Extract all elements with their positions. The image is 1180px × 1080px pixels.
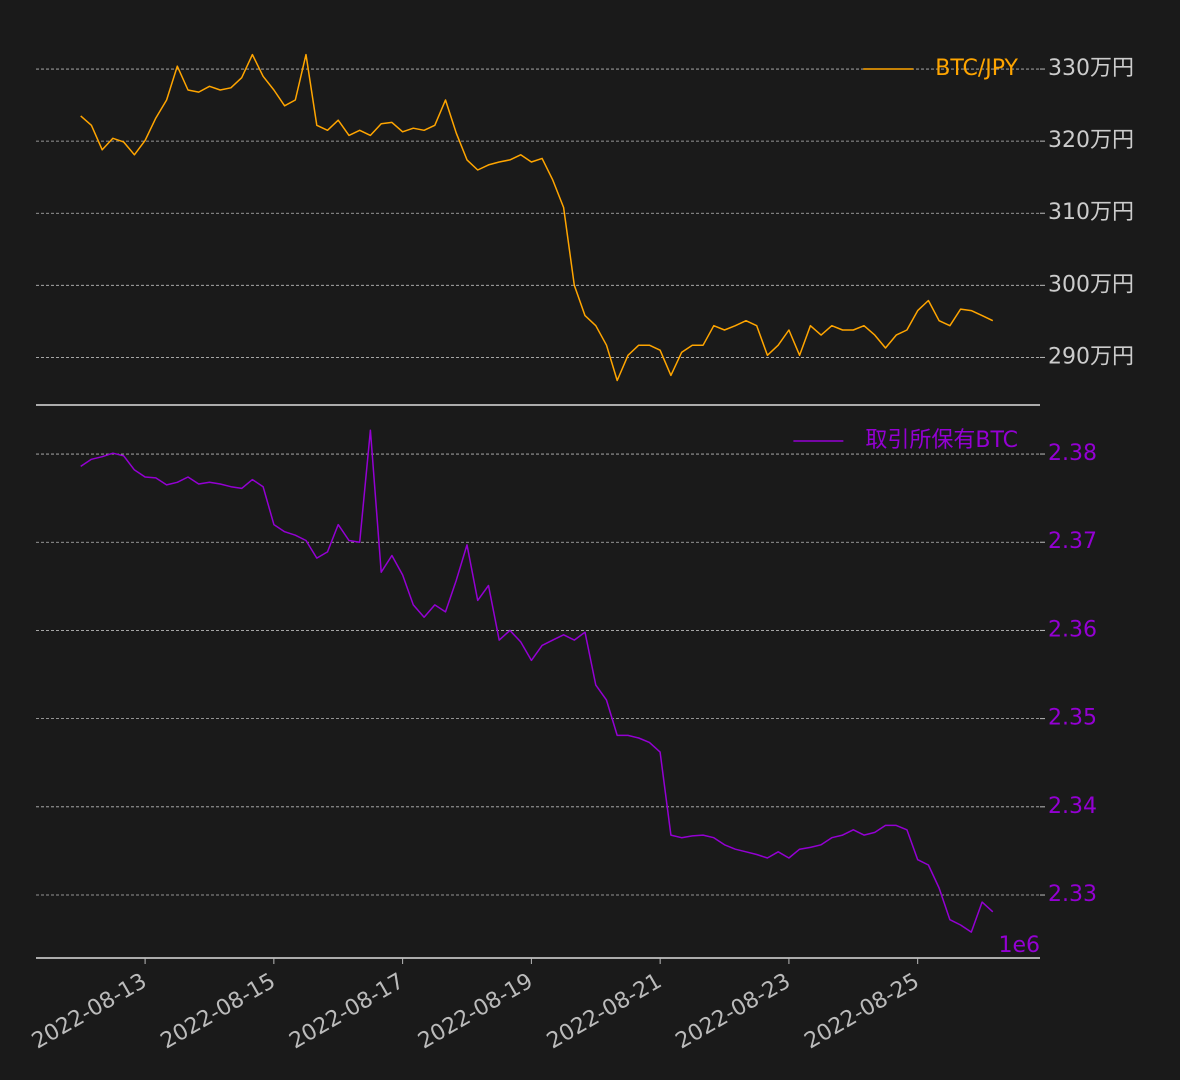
y-tick-label: 2.36 [1048, 617, 1097, 642]
y-tick-label: 300万円 [1048, 272, 1134, 297]
y-tick-label: 2.34 [1048, 794, 1097, 819]
y-tick-label: 2.33 [1048, 882, 1097, 907]
x-tick-label: 2022-08-13 [28, 969, 151, 1055]
legend-label: BTC/JPY [935, 56, 1018, 81]
y-tick-label: 330万円 [1048, 56, 1134, 81]
y-tick-label: 290万円 [1048, 344, 1134, 369]
x-tick-label: 2022-08-23 [672, 969, 795, 1055]
y-tick-label: 2.35 [1048, 706, 1097, 731]
y-offset-label: 1e6 [998, 933, 1040, 958]
x-tick-label: 2022-08-25 [800, 969, 923, 1055]
y-tick-label: 310万円 [1048, 200, 1134, 225]
x-tick-label: 2022-08-17 [285, 969, 408, 1055]
y-tick-label: 320万円 [1048, 128, 1134, 153]
x-tick-label: 2022-08-15 [157, 969, 280, 1055]
series-line [80, 429, 994, 933]
x-tick-label: 2022-08-19 [414, 969, 537, 1055]
legend-label: 取引所保有BTC [865, 428, 1018, 453]
y-tick-label: 2.37 [1048, 529, 1097, 554]
series-line [80, 53, 994, 382]
x-tick-label: 2022-08-21 [543, 969, 666, 1055]
y-tick-label: 2.38 [1048, 441, 1097, 466]
